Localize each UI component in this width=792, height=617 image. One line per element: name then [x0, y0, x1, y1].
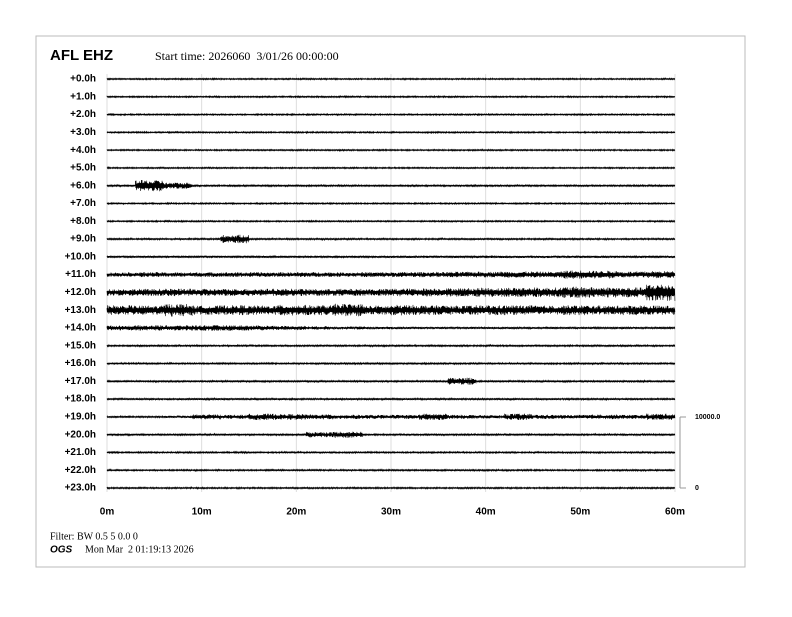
trace-segment — [277, 304, 307, 316]
trace-segment — [220, 305, 250, 316]
trace-segment — [305, 431, 335, 438]
scale-label: 10000.0 — [695, 414, 720, 421]
trace-segment — [191, 325, 221, 331]
trace-segment — [419, 288, 449, 297]
date: Mon Mar 2 01:19:13 2026 — [85, 544, 194, 555]
row-label: +22.0h — [65, 465, 96, 476]
trace-segment — [106, 272, 136, 277]
trace-segment — [390, 414, 420, 419]
scale-label: 0 — [695, 485, 699, 492]
trace-segment — [589, 287, 619, 298]
row-label: +9.0h — [70, 234, 96, 245]
trace-segment — [135, 305, 165, 315]
trace-segment — [617, 287, 647, 298]
trace-segment — [305, 305, 335, 316]
x-tick-label: 20m — [286, 507, 306, 518]
trace-segment — [561, 286, 591, 299]
row-label: +14.0h — [65, 323, 96, 334]
row-label: +6.0h — [70, 180, 96, 191]
row-label: +23.0h — [65, 483, 96, 494]
filter: Filter: BW 0.5 5 0.0 0 — [50, 531, 138, 542]
trace-segment — [532, 271, 562, 278]
trace-segment — [220, 234, 250, 244]
row-label: +7.0h — [70, 198, 96, 209]
x-tick-label: 0m — [100, 507, 115, 518]
trace-segment — [362, 288, 392, 296]
row-label: +16.0h — [65, 358, 96, 369]
row-label: +3.0h — [70, 127, 96, 138]
row-label: +17.0h — [65, 376, 96, 387]
trace-segment — [333, 326, 363, 330]
trace-segment — [447, 305, 477, 315]
trace-segment — [589, 270, 619, 279]
row-label: +13.0h — [65, 305, 96, 316]
trace-segment — [504, 287, 534, 297]
row-label: +10.0h — [65, 251, 96, 262]
row-label: +19.0h — [65, 412, 96, 423]
trace-segment — [646, 305, 676, 315]
trace-segment — [248, 305, 278, 315]
trace-segment — [333, 303, 363, 317]
trace-segment — [191, 288, 221, 296]
trace-segment — [646, 284, 676, 301]
trace-segment — [220, 325, 250, 331]
row-label: +1.0h — [70, 91, 96, 102]
row-label: +18.0h — [65, 394, 96, 405]
trace-segment — [504, 305, 534, 316]
chart-title: AFL EHZ — [50, 47, 113, 64]
trace-segment — [362, 305, 392, 315]
trace-segment — [191, 305, 221, 315]
org: OGS — [50, 545, 73, 556]
row-label: +5.0h — [70, 163, 96, 174]
row-label: +11.0h — [65, 269, 96, 280]
trace-segment — [475, 287, 505, 297]
row-label: +2.0h — [70, 109, 96, 120]
row-label: +4.0h — [70, 145, 96, 156]
trace-segment — [248, 413, 278, 421]
trace-segment — [163, 304, 193, 317]
trace-segment — [617, 305, 647, 316]
subtitle: Start time: 2026060 3/01/26 00:00:00 — [155, 49, 339, 63]
trace-segment — [277, 288, 307, 297]
x-tick-label: 50m — [570, 507, 590, 518]
trace-segment — [106, 289, 136, 296]
row-label: +20.0h — [65, 429, 96, 440]
frame — [35, 35, 746, 568]
row-label: +12.0h — [65, 287, 96, 298]
trace-segment — [589, 305, 619, 315]
row-label: +21.0h — [65, 447, 96, 458]
trace-segment — [475, 271, 505, 278]
trace-segment — [646, 413, 676, 421]
trace-segment — [561, 305, 591, 316]
row-label: +8.0h — [70, 216, 96, 227]
x-tick-label: 30m — [381, 507, 401, 518]
trace-segment — [333, 288, 363, 296]
x-tick-label: 60m — [665, 507, 685, 518]
row-label: +15.0h — [65, 340, 96, 351]
x-tick-label: 10m — [192, 507, 212, 518]
x-tick-label: 40m — [476, 507, 496, 518]
row-label: +0.0h — [70, 74, 96, 85]
